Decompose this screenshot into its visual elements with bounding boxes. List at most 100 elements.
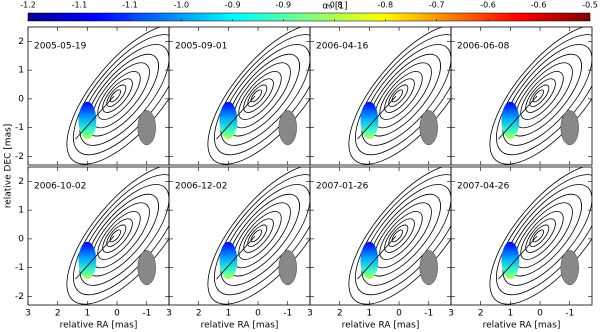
- contour: [520, 71, 564, 120]
- ridge: [216, 95, 256, 140]
- x-tick-label: 2: [337, 309, 343, 319]
- panel-title: 2006-04-16: [316, 42, 369, 52]
- contour: [489, 27, 592, 165]
- x-tick-label: -1: [424, 309, 433, 319]
- contour: [238, 71, 282, 120]
- x-tick-label: 1: [85, 309, 91, 319]
- ridge: [357, 95, 397, 140]
- contour: [348, 27, 451, 165]
- y-tick-label: 2: [18, 37, 24, 47]
- colorbar-tick-label: -0.8: [327, 1, 343, 10]
- x-axis-label: relative RA [mas]: [483, 321, 561, 331]
- colorbar-label: α₀ [1]: [322, 2, 347, 12]
- contour: [207, 167, 310, 305]
- contour: [520, 211, 564, 260]
- y-tick-label: 1: [18, 206, 24, 216]
- panel: [66, 27, 169, 165]
- contour: [348, 167, 451, 305]
- beam: [278, 110, 297, 146]
- x-tick-label: 1: [508, 309, 514, 319]
- y-axis-label: relative DEC [mas]: [4, 124, 14, 209]
- y-tick-label: 0: [18, 94, 24, 104]
- x-tick-label: 3: [166, 309, 172, 319]
- beam: [419, 250, 438, 286]
- panel-title: 2006-12-02: [175, 182, 227, 192]
- x-tick-label: -1: [565, 309, 574, 319]
- ridge: [498, 95, 538, 140]
- panel: [348, 27, 451, 165]
- x-tick-label: 2: [196, 309, 202, 319]
- beam: [137, 110, 156, 146]
- colorbar-tick-label: -0.6: [480, 1, 496, 10]
- contour: [525, 218, 556, 253]
- contour: [97, 71, 141, 120]
- x-tick-label: -1: [142, 309, 151, 319]
- contour: [388, 224, 409, 247]
- panel-title: 2006-10-02: [34, 182, 86, 192]
- colorbar-tick-label: -1.1: [122, 1, 138, 10]
- y-tick-label: 2: [18, 177, 24, 187]
- contour: [106, 224, 127, 247]
- contour: [388, 84, 409, 107]
- x-tick-label: 3: [25, 309, 31, 319]
- contour: [379, 211, 423, 260]
- panel-title: 2005-05-19: [34, 42, 87, 52]
- beam: [560, 250, 579, 286]
- x-tick-label: 1: [367, 309, 373, 319]
- colorbar-tick-label: -0.5: [582, 1, 598, 10]
- x-tick-label: 0: [396, 309, 402, 319]
- x-tick-label: -1: [283, 309, 292, 319]
- x-tick-label: 0: [114, 309, 120, 319]
- panel-title: 2006-06-08: [457, 42, 510, 52]
- x-tick-label: 2: [478, 309, 484, 319]
- contour: [247, 224, 268, 247]
- panel-title: 2007-01-26: [316, 182, 369, 192]
- contour: [238, 211, 282, 260]
- contour: [384, 218, 415, 253]
- panel-frame: [450, 166, 593, 306]
- contour: [102, 218, 133, 253]
- x-tick-label: 3: [448, 309, 454, 319]
- ridge: [75, 95, 115, 140]
- y-tick-label: 0: [18, 234, 24, 244]
- x-tick-label: 2: [55, 309, 61, 319]
- color-patch: [360, 101, 379, 140]
- contour: [250, 229, 263, 243]
- x-axis-label: relative RA [mas]: [60, 321, 138, 331]
- contour: [384, 78, 415, 113]
- contour: [243, 218, 274, 253]
- contour: [207, 27, 310, 165]
- contour: [391, 89, 404, 103]
- x-axis-label: relative RA [mas]: [201, 321, 279, 331]
- contour: [250, 89, 263, 103]
- y-tick-label: -1: [15, 263, 24, 273]
- color-patch: [501, 101, 520, 140]
- colorbar-tick-label: -0.6: [531, 1, 547, 10]
- x-tick-label: 0: [537, 309, 543, 319]
- ridge: [498, 235, 538, 280]
- panel-frame: [450, 26, 593, 166]
- contour: [525, 78, 556, 113]
- panel: [207, 167, 310, 305]
- x-axis-label: relative RA [mas]: [342, 321, 420, 331]
- panel: [348, 167, 451, 305]
- x-tick-label: 1: [226, 309, 232, 319]
- color-patch: [219, 101, 238, 140]
- contour: [109, 229, 122, 243]
- beam: [137, 250, 156, 286]
- ridge: [75, 235, 115, 280]
- y-tick-label: -2: [15, 292, 24, 302]
- colorbar: [27, 12, 591, 22]
- x-tick-label: 0: [255, 309, 261, 319]
- contour: [379, 71, 423, 120]
- color-patch: [501, 241, 520, 280]
- colorbar-tick-label: -0.8: [377, 1, 393, 10]
- ridge: [357, 235, 397, 280]
- color-patch: [219, 241, 238, 280]
- colorbar-tick-label: -1.0: [174, 1, 190, 10]
- contour: [102, 78, 133, 113]
- panel-title: 2007-04-26: [457, 182, 510, 192]
- contour: [529, 224, 550, 247]
- colorbar-tick-label: -1.2: [20, 1, 36, 10]
